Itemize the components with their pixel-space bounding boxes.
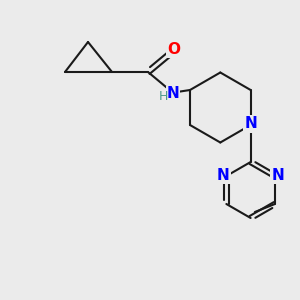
- Text: N: N: [217, 167, 230, 182]
- Text: N: N: [244, 116, 257, 131]
- Text: O: O: [167, 41, 181, 56]
- Text: N: N: [272, 167, 284, 182]
- Text: H: H: [158, 89, 168, 103]
- Text: N: N: [167, 86, 179, 101]
